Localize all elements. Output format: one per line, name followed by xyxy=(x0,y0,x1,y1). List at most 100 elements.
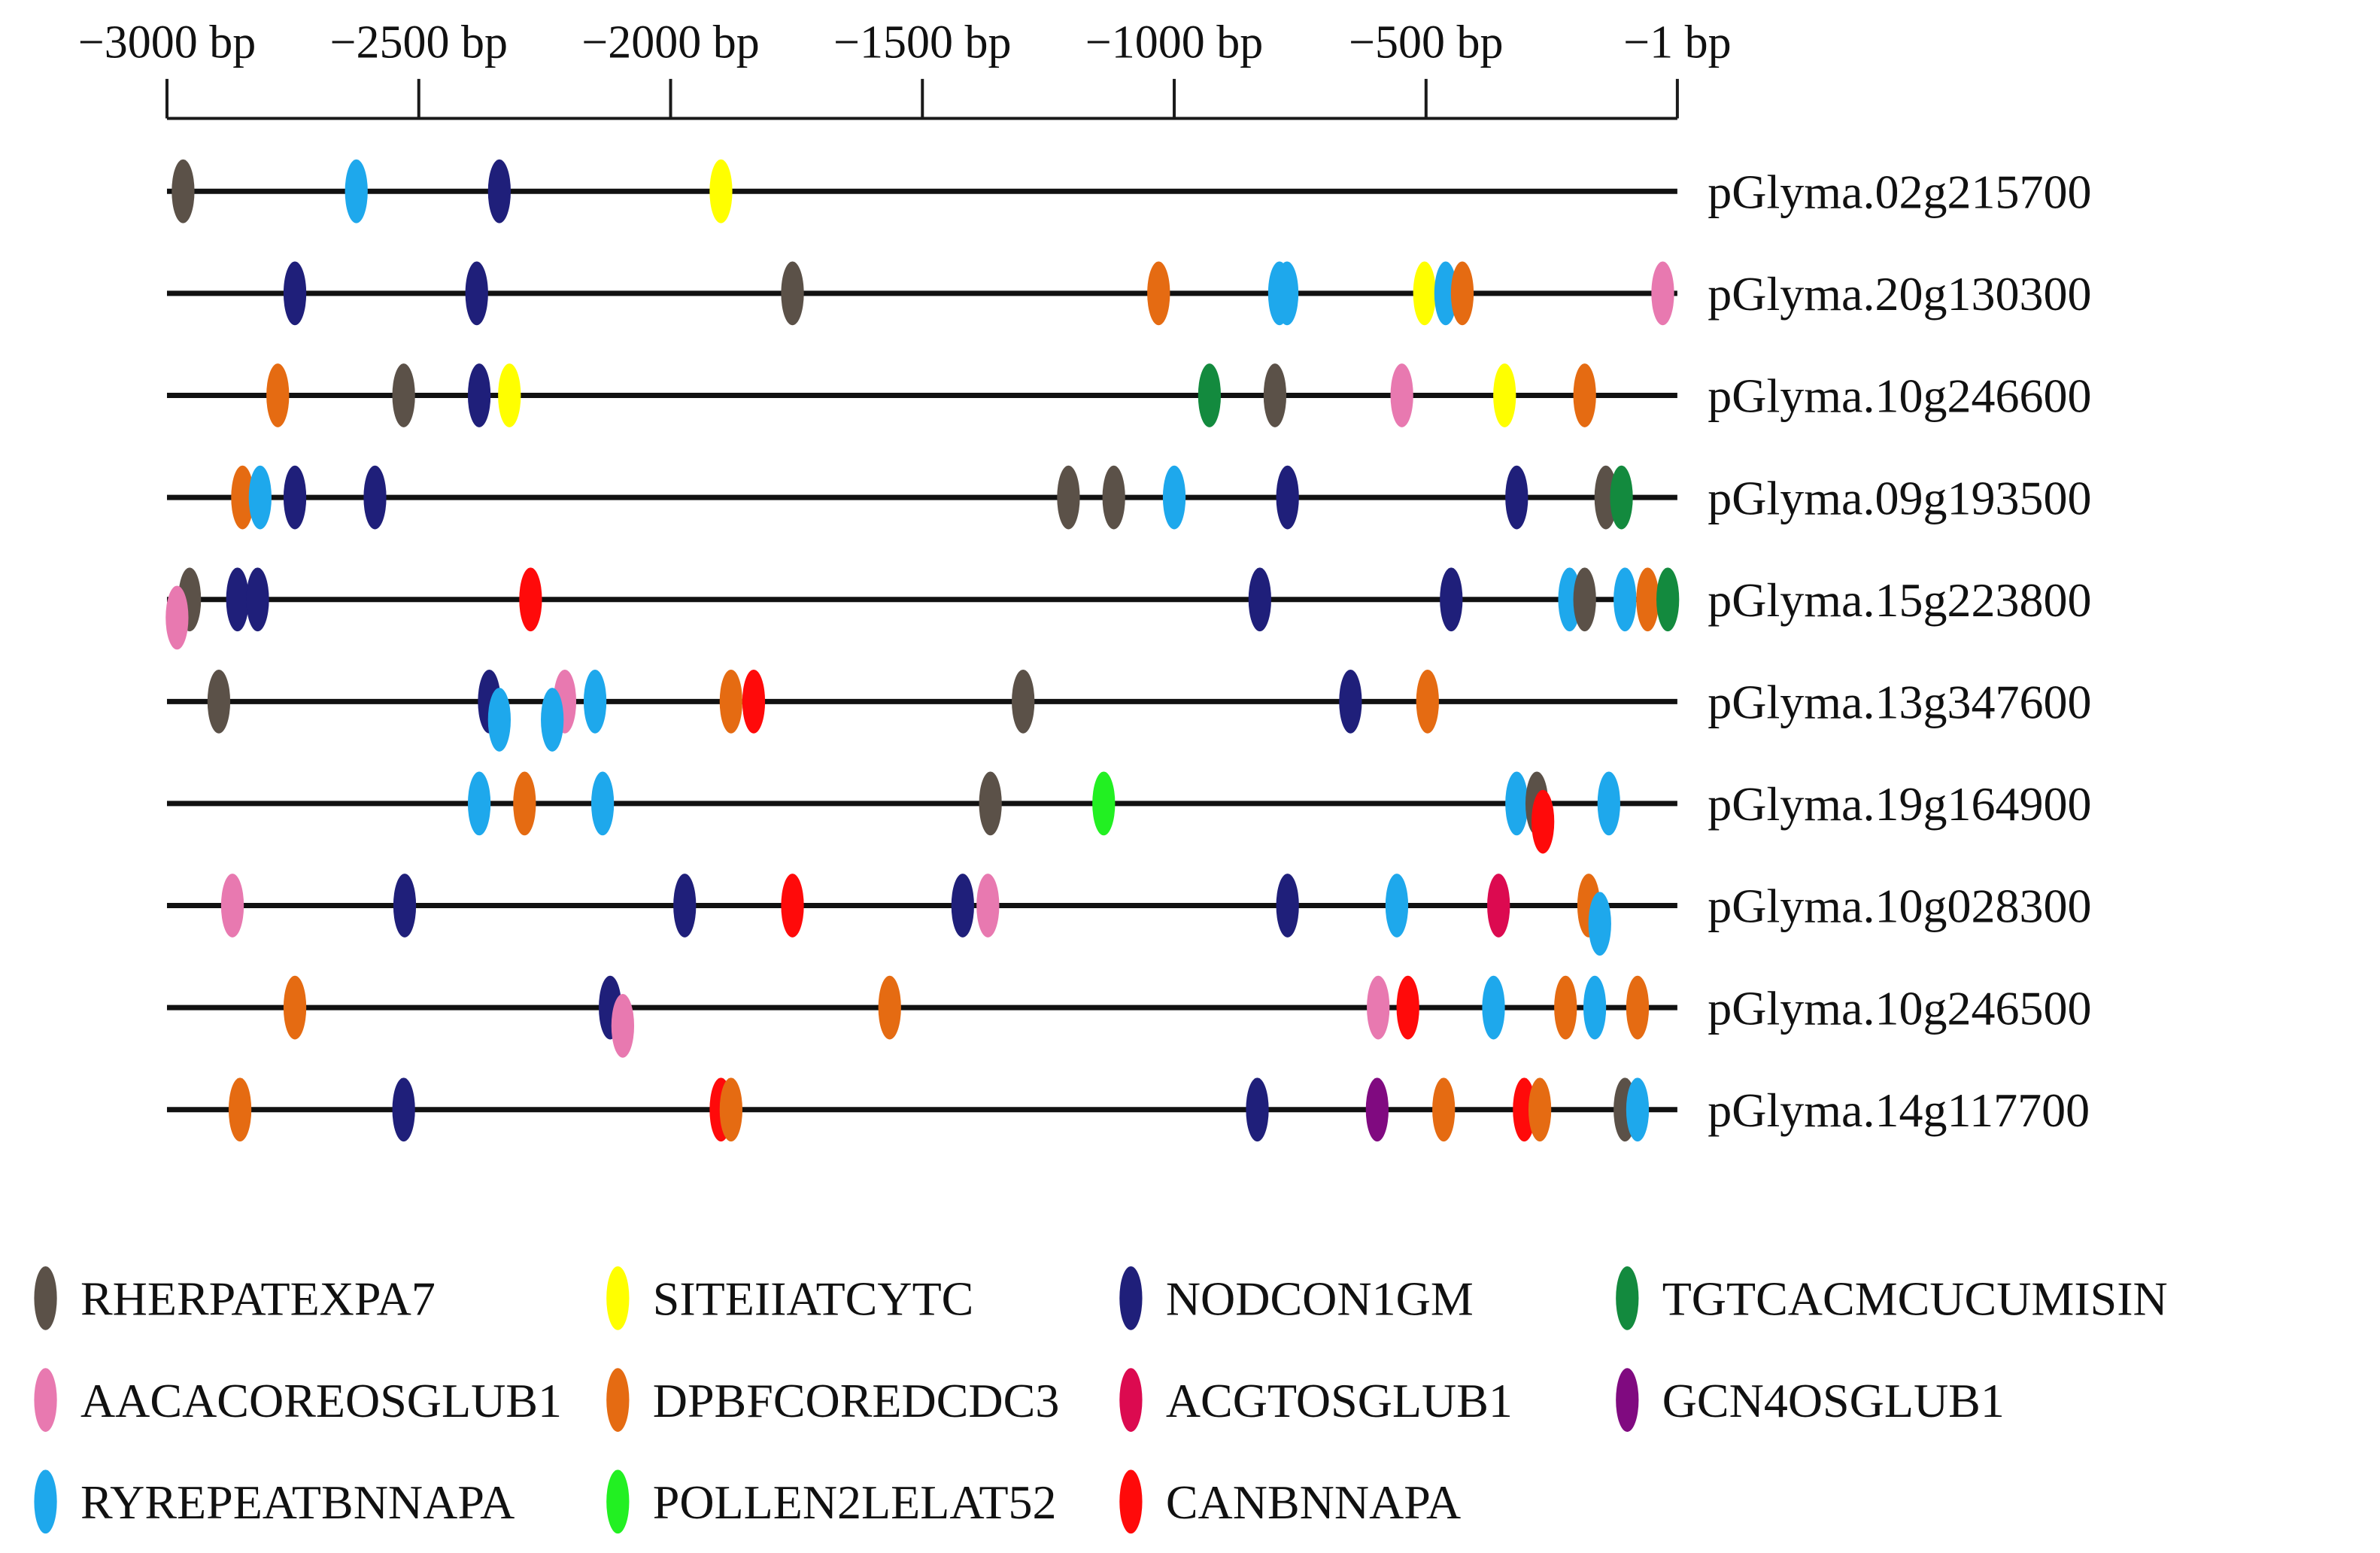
position-axis: −3000 bp −2500 bp −2000 bp −1500 bp −1000 bp… xyxy=(78,17,1732,120)
legend-label: NODCON1GM xyxy=(1166,1272,1474,1326)
site-nodcon1gm xyxy=(226,567,249,632)
site-ryrepeatbnnapa xyxy=(487,688,512,752)
element-legend: RHERPATEXPA7 SITEIIATCYTC NODCON1GM TGTCACM… xyxy=(34,1266,2168,1534)
site-siteiiatcytc xyxy=(1413,261,1436,326)
legend-swatch xyxy=(1616,1266,1639,1330)
site-ryrepeatbnnapa xyxy=(1588,892,1611,956)
legend-item-tgtcacmcucumisin: TGTCACMCUCUMISIN xyxy=(1616,1266,2168,1330)
site-dpbfcoredcdc3 xyxy=(1554,975,1577,1040)
site-pollen2lelat52 xyxy=(1092,771,1116,836)
site-ryrepeatbnnapa xyxy=(1385,874,1409,938)
site-rherpatexpa7 xyxy=(1057,465,1080,530)
site-nodcon1gm xyxy=(283,465,307,530)
gene-label: pGlyma.10g246600 xyxy=(1708,369,2091,423)
site-ryrepeatbnnapa xyxy=(1597,771,1620,836)
legend-swatch xyxy=(1616,1368,1639,1432)
site-rherpatexpa7 xyxy=(1573,567,1596,632)
site-canbnnapa xyxy=(1513,1077,1536,1142)
legend-label: DPBFCOREDCDC3 xyxy=(653,1374,1060,1427)
legend-swatch xyxy=(606,1469,630,1534)
site-ryrepeatbnnapa xyxy=(345,159,368,223)
gene-track-pglyma-10g028300: pGlyma.10g028300 xyxy=(166,874,2091,956)
site-rherpatexpa7 xyxy=(392,363,415,427)
axis-tick-label: −500 bp xyxy=(1349,17,1503,68)
gene-label: pGlyma.02g215700 xyxy=(1708,165,2091,218)
site-canbnnapa xyxy=(781,874,804,938)
site-dpbfcoredcdc3 xyxy=(1573,363,1596,427)
site-aacacoreosglub1 xyxy=(220,874,244,938)
site-tgtcacmcucumisin xyxy=(1656,567,1680,632)
axis-tick-label: −1000 bp xyxy=(1085,17,1263,68)
gene-tracks: pGlyma.02g215700 pGlyma.20g130300 pGlyma.1… xyxy=(165,159,2091,1142)
site-nodcon1gm xyxy=(1440,567,1463,632)
site-siteiiatcytc xyxy=(1493,363,1516,427)
site-dpbfcoredcdc3 xyxy=(878,975,901,1040)
gene-label: pGlyma.13g347600 xyxy=(1708,676,2091,729)
legend-swatch xyxy=(34,1469,57,1534)
site-aacacoreosglub1 xyxy=(1390,363,1413,427)
site-ryrepeatbnnapa xyxy=(1613,567,1637,632)
site-gcn4osglub1 xyxy=(1365,1077,1389,1142)
site-dpbfcoredcdc3 xyxy=(719,1077,742,1142)
site-dpbfcoredcdc3 xyxy=(1432,1077,1456,1142)
site-rherpatexpa7 xyxy=(172,159,195,223)
legend-item-pollen2lelat52: POLLEN2LELAT52 xyxy=(606,1469,1057,1534)
site-tgtcacmcucumisin xyxy=(1610,465,1633,530)
gene-label: pGlyma.15g223800 xyxy=(1708,573,2091,627)
legend-item-canbnnapa: CANBNNAPA xyxy=(1119,1469,1461,1534)
legend-item-ryrepeatbnnapa: RYREPEATBNNAPA xyxy=(34,1469,515,1534)
site-siteiiatcytc xyxy=(498,363,521,427)
site-dpbfcoredcdc3 xyxy=(283,975,307,1040)
site-canbnnapa xyxy=(742,669,766,734)
site-canbnnapa xyxy=(519,567,542,632)
site-dpbfcoredcdc3 xyxy=(1147,261,1170,326)
site-aacacoreosglub1 xyxy=(976,874,1000,938)
site-rherpatexpa7 xyxy=(1102,465,1125,530)
site-ryrepeatbnnapa xyxy=(1583,975,1607,1040)
site-ryrepeatbnnapa xyxy=(590,771,615,836)
legend-label: POLLEN2LELAT52 xyxy=(653,1476,1057,1529)
gene-label: pGlyma.19g164900 xyxy=(1708,777,2091,831)
site-ryrepeatbnnapa xyxy=(467,771,491,836)
site-nodcon1gm xyxy=(1505,465,1528,530)
site-nodcon1gm xyxy=(393,874,417,938)
site-dpbfcoredcdc3 xyxy=(1626,975,1650,1040)
gene-track-pglyma-20g130300: pGlyma.20g130300 xyxy=(166,261,2091,326)
site-rherpatexpa7 xyxy=(781,261,804,326)
gene-track-pglyma-10g246500: pGlyma.10g246500 xyxy=(166,975,2091,1058)
site-nodcon1gm xyxy=(467,363,491,427)
legend-item-acgtosglub1: ACGTOSGLUB1 xyxy=(1119,1368,1513,1432)
gene-track-pglyma-02g215700: pGlyma.02g215700 xyxy=(166,159,2091,223)
gene-track-pglyma-09g193500: pGlyma.09g193500 xyxy=(166,465,2091,530)
site-tgtcacmcucumisin xyxy=(1198,363,1222,427)
legend-label: SITEIIATCYTC xyxy=(653,1272,974,1326)
site-dpbfcoredcdc3 xyxy=(1416,669,1439,734)
site-acgtosglub1 xyxy=(1487,874,1510,938)
site-ryrepeatbnnapa xyxy=(1162,465,1186,530)
site-dpbfcoredcdc3 xyxy=(1528,1077,1552,1142)
legend-item-nodcon1gm: NODCON1GM xyxy=(1119,1266,1474,1330)
legend-label: ACGTOSGLUB1 xyxy=(1166,1374,1513,1427)
gene-track-pglyma-13g347600: pGlyma.13g347600 xyxy=(166,669,2091,752)
legend-item-rherpatexpa7: RHERPATEXPA7 xyxy=(34,1266,436,1330)
site-dpbfcoredcdc3 xyxy=(1450,261,1474,326)
site-dpbfcoredcdc3 xyxy=(266,363,290,427)
legend-swatch xyxy=(606,1266,630,1330)
legend-item-gcn4osglub1: GCN4OSGLUB1 xyxy=(1616,1368,2005,1432)
site-dpbfcoredcdc3 xyxy=(231,465,254,530)
site-canbnnapa xyxy=(1531,789,1555,854)
legend-swatch xyxy=(1119,1469,1143,1534)
legend-label: GCN4OSGLUB1 xyxy=(1662,1374,2005,1427)
site-ryrepeatbnnapa xyxy=(248,465,272,530)
legend-swatch xyxy=(34,1266,57,1330)
site-rherpatexpa7 xyxy=(1594,465,1617,530)
site-dpbfcoredcdc3 xyxy=(513,771,536,836)
legend-swatch xyxy=(34,1368,57,1432)
site-ryrepeatbnnapa xyxy=(1275,261,1299,326)
legend-item-dpbfcoredcdc3: DPBFCOREDCDC3 xyxy=(606,1368,1059,1432)
site-ryrepeatbnnapa xyxy=(1434,261,1458,326)
gene-track-pglyma-14g117700: pGlyma.14g117700 xyxy=(166,1077,2090,1142)
legend-swatch xyxy=(606,1368,630,1432)
site-nodcon1gm xyxy=(673,874,697,938)
